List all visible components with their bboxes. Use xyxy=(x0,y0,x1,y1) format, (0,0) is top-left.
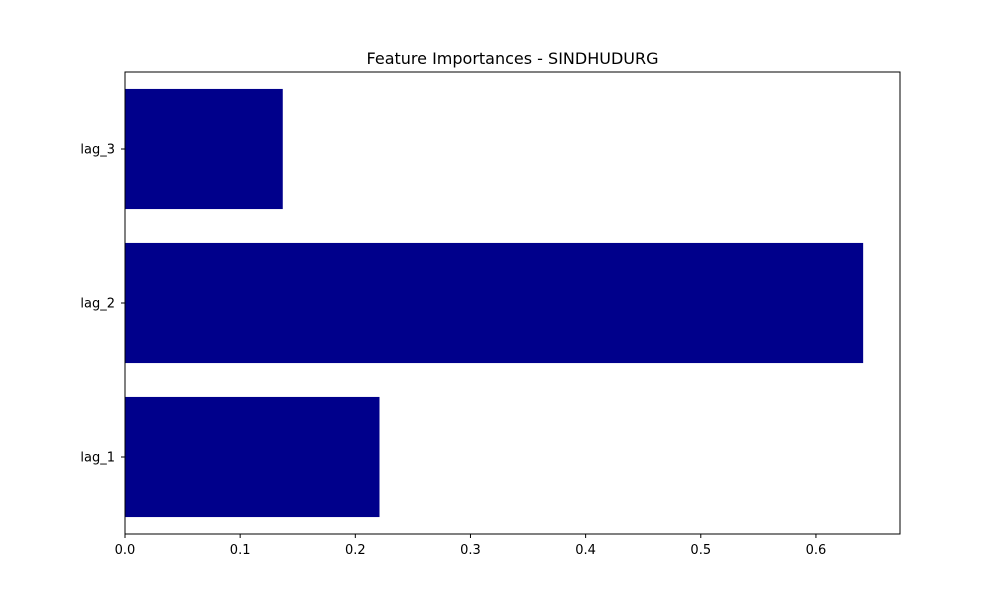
bar-lag_3 xyxy=(125,88,283,210)
x-tick-label: 0.1 xyxy=(230,543,251,558)
x-tick-label: 0.5 xyxy=(690,543,711,558)
x-tick-label: 0.6 xyxy=(806,543,827,558)
x-tick-label: 0.3 xyxy=(460,543,481,558)
y-axis: lag_1 lag_2 lag_3 xyxy=(80,143,125,466)
x-axis: 0.0 0.1 0.2 0.3 0.4 0.5 0.6 xyxy=(115,534,827,558)
bars-layer xyxy=(125,88,864,518)
x-tick-label: 0.4 xyxy=(575,543,596,558)
y-tick-label: lag_2 xyxy=(80,297,115,312)
x-tick-label: 0.0 xyxy=(115,543,136,558)
bar-lag_2 xyxy=(125,242,864,364)
chart-title: Feature Importances - SINDHUDURG xyxy=(367,49,659,68)
bar-lag_1 xyxy=(125,396,380,518)
y-tick-label: lag_1 xyxy=(80,451,115,466)
y-tick-label: lag_3 xyxy=(80,143,115,158)
x-tick-label: 0.2 xyxy=(345,543,366,558)
